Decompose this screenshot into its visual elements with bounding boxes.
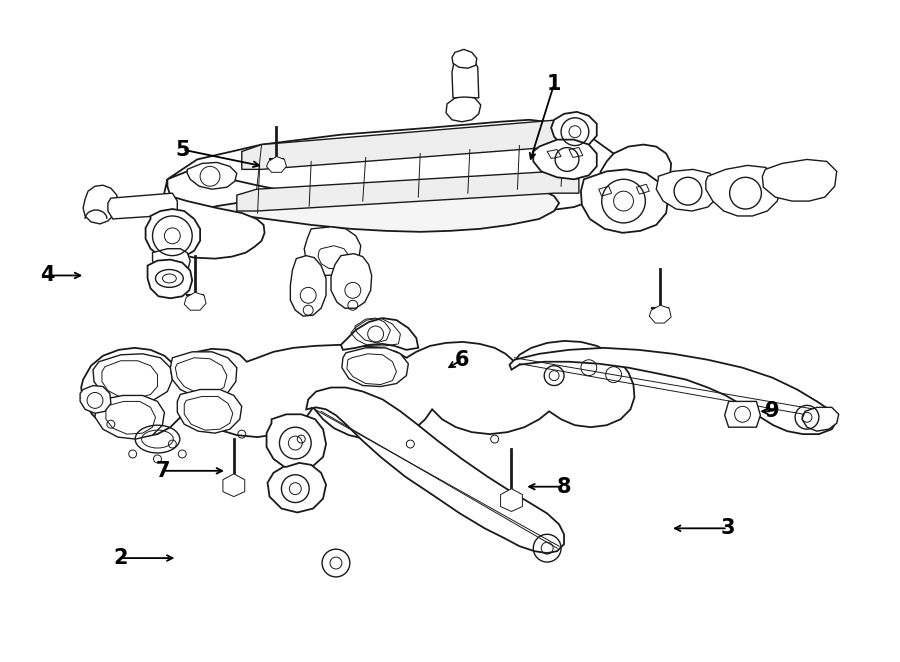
Text: 1: 1 bbox=[547, 74, 562, 94]
Polygon shape bbox=[331, 254, 372, 308]
Polygon shape bbox=[266, 414, 326, 469]
Polygon shape bbox=[148, 260, 193, 299]
Polygon shape bbox=[452, 56, 479, 98]
Polygon shape bbox=[167, 120, 624, 214]
Polygon shape bbox=[184, 293, 206, 310]
Polygon shape bbox=[509, 348, 837, 434]
Polygon shape bbox=[580, 169, 668, 233]
Polygon shape bbox=[266, 156, 286, 172]
Polygon shape bbox=[146, 209, 200, 260]
Polygon shape bbox=[534, 140, 597, 179]
Polygon shape bbox=[551, 112, 597, 148]
Polygon shape bbox=[95, 395, 165, 439]
Polygon shape bbox=[452, 50, 477, 68]
Polygon shape bbox=[83, 185, 118, 224]
Polygon shape bbox=[291, 256, 326, 316]
Polygon shape bbox=[500, 489, 522, 512]
Polygon shape bbox=[223, 474, 245, 496]
Polygon shape bbox=[187, 162, 237, 189]
Text: 8: 8 bbox=[557, 477, 572, 496]
Polygon shape bbox=[170, 352, 237, 397]
Text: 4: 4 bbox=[40, 265, 55, 285]
Polygon shape bbox=[342, 348, 409, 387]
Polygon shape bbox=[656, 169, 720, 211]
Polygon shape bbox=[762, 160, 837, 201]
Polygon shape bbox=[93, 354, 172, 403]
Polygon shape bbox=[177, 389, 242, 433]
Polygon shape bbox=[304, 227, 361, 275]
Polygon shape bbox=[267, 463, 326, 512]
Polygon shape bbox=[649, 305, 671, 323]
Polygon shape bbox=[155, 179, 265, 259]
Text: 7: 7 bbox=[155, 461, 170, 481]
Polygon shape bbox=[108, 193, 177, 219]
Text: 5: 5 bbox=[175, 140, 190, 160]
Polygon shape bbox=[306, 387, 564, 553]
Polygon shape bbox=[802, 407, 839, 431]
Polygon shape bbox=[341, 318, 419, 350]
Text: 6: 6 bbox=[454, 350, 469, 370]
Polygon shape bbox=[80, 385, 111, 413]
Polygon shape bbox=[152, 249, 190, 277]
Polygon shape bbox=[81, 341, 634, 439]
Polygon shape bbox=[724, 401, 760, 427]
Polygon shape bbox=[446, 96, 481, 122]
Polygon shape bbox=[598, 144, 671, 199]
Polygon shape bbox=[237, 171, 579, 211]
Polygon shape bbox=[242, 120, 589, 169]
Text: 2: 2 bbox=[113, 548, 128, 568]
Polygon shape bbox=[160, 188, 559, 232]
Polygon shape bbox=[706, 166, 781, 216]
Text: 9: 9 bbox=[765, 401, 779, 421]
Text: 3: 3 bbox=[720, 518, 735, 538]
